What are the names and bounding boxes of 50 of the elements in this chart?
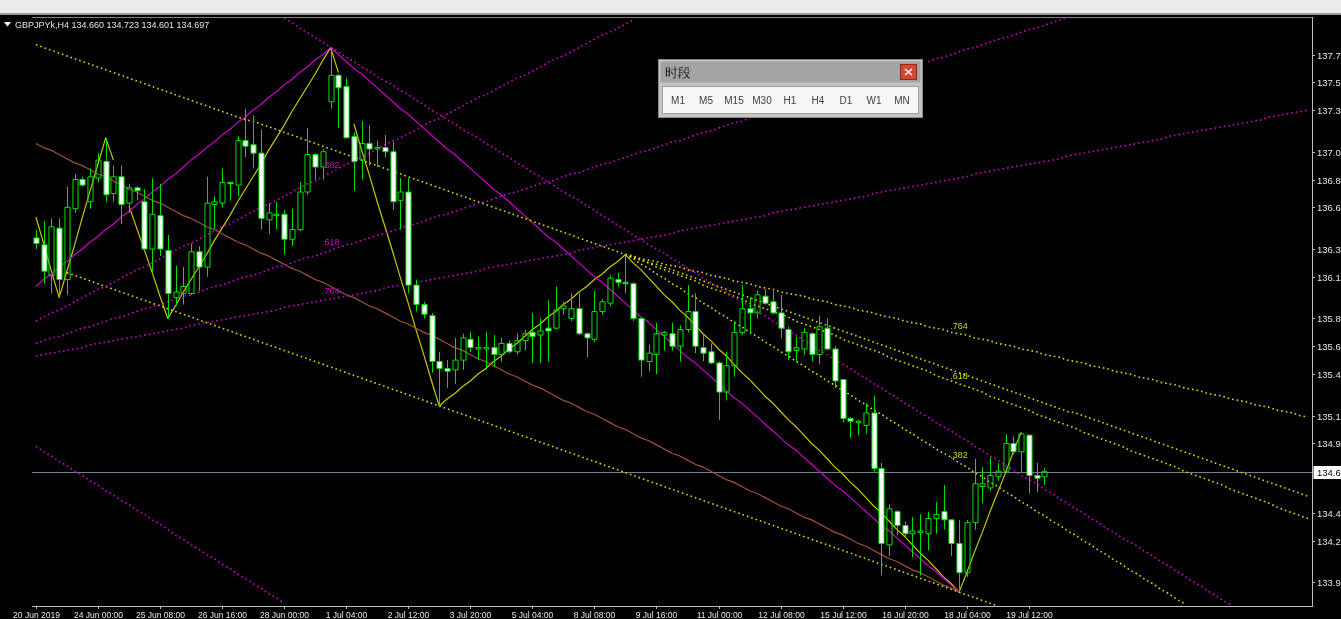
y-tick-label: 134.9	[1317, 437, 1341, 449]
annotation: W1	[866, 95, 882, 106]
annotation: H1	[783, 95, 797, 106]
x-tick-label: 15 Jul 12:00	[820, 609, 867, 619]
y-tick-label: 135.4	[1317, 368, 1341, 380]
y-tick-label: 136.8	[1317, 174, 1341, 186]
x-tick-label: 3 Jul 20:00	[449, 609, 492, 619]
annotation: M30	[752, 95, 773, 106]
annotation: H4	[811, 95, 825, 106]
x-tick-label: 12 Jul 08:00	[758, 609, 805, 619]
x-tick-label: 20 Jun 2019	[13, 609, 61, 619]
series-label: .618	[950, 370, 968, 381]
x-tick-label: 24 Jun 00:00	[73, 609, 124, 619]
y-tick-label: 135.6	[1317, 340, 1341, 352]
x-tick-label: 18 Jul 04:00	[944, 609, 991, 619]
annotation: MN	[894, 95, 910, 106]
series-label: .618	[321, 237, 340, 248]
y-tick-label: 137.0	[1317, 146, 1341, 158]
annotation: M5	[699, 95, 714, 106]
chart-title: GBPJPYk,H4 134.660 134.723 134.601 134.697	[15, 20, 210, 30]
y-tick-label: 136.3	[1317, 243, 1341, 255]
y-tick-label: 136.1	[1317, 271, 1341, 283]
y-tick-label: 137.3	[1317, 104, 1341, 116]
y-tick-label: 135.1	[1317, 410, 1341, 422]
x-tick-label: 16 Jul 20:00	[882, 609, 929, 619]
y-tick-label: 137.7	[1317, 49, 1341, 61]
y-tick-label: 136.6	[1317, 201, 1341, 213]
y-tick-label: 133.9	[1317, 576, 1341, 588]
series-label: .764	[950, 320, 968, 331]
x-tick-label: 9 Jul 16:00	[635, 609, 678, 619]
x-tick-label: 2 Jul 12:00	[387, 609, 430, 619]
y-tick-label: 135.8	[1317, 312, 1341, 324]
x-tick-label: 5 Jul 04:00	[511, 609, 554, 619]
y-tick-label: 137.5	[1317, 76, 1341, 88]
annotation: D1	[839, 95, 853, 106]
x-tick-label: 26 Jun 16:00	[197, 609, 248, 619]
annotation: 134.6	[1317, 466, 1341, 478]
annotation: 时段	[665, 65, 691, 80]
series-label: .764	[321, 286, 340, 296]
y-tick-label: 134.4	[1317, 507, 1341, 519]
annotation: M15	[724, 95, 745, 106]
series-label: .382	[950, 449, 968, 460]
x-tick-label: 8 Jul 08:00	[573, 609, 616, 619]
y-tick-label: 134.2	[1317, 535, 1341, 547]
x-tick-label: 28 Jun 00:00	[259, 609, 310, 619]
x-tick-label: 11 Jul 00:00	[696, 609, 743, 619]
x-tick-label: 25 Jun 08:00	[135, 609, 186, 619]
x-tick-label: 19 Jul 12:00	[1006, 609, 1053, 619]
annotation: M1	[671, 95, 686, 106]
x-tick-label: 1 Jul 04:00	[325, 609, 368, 619]
